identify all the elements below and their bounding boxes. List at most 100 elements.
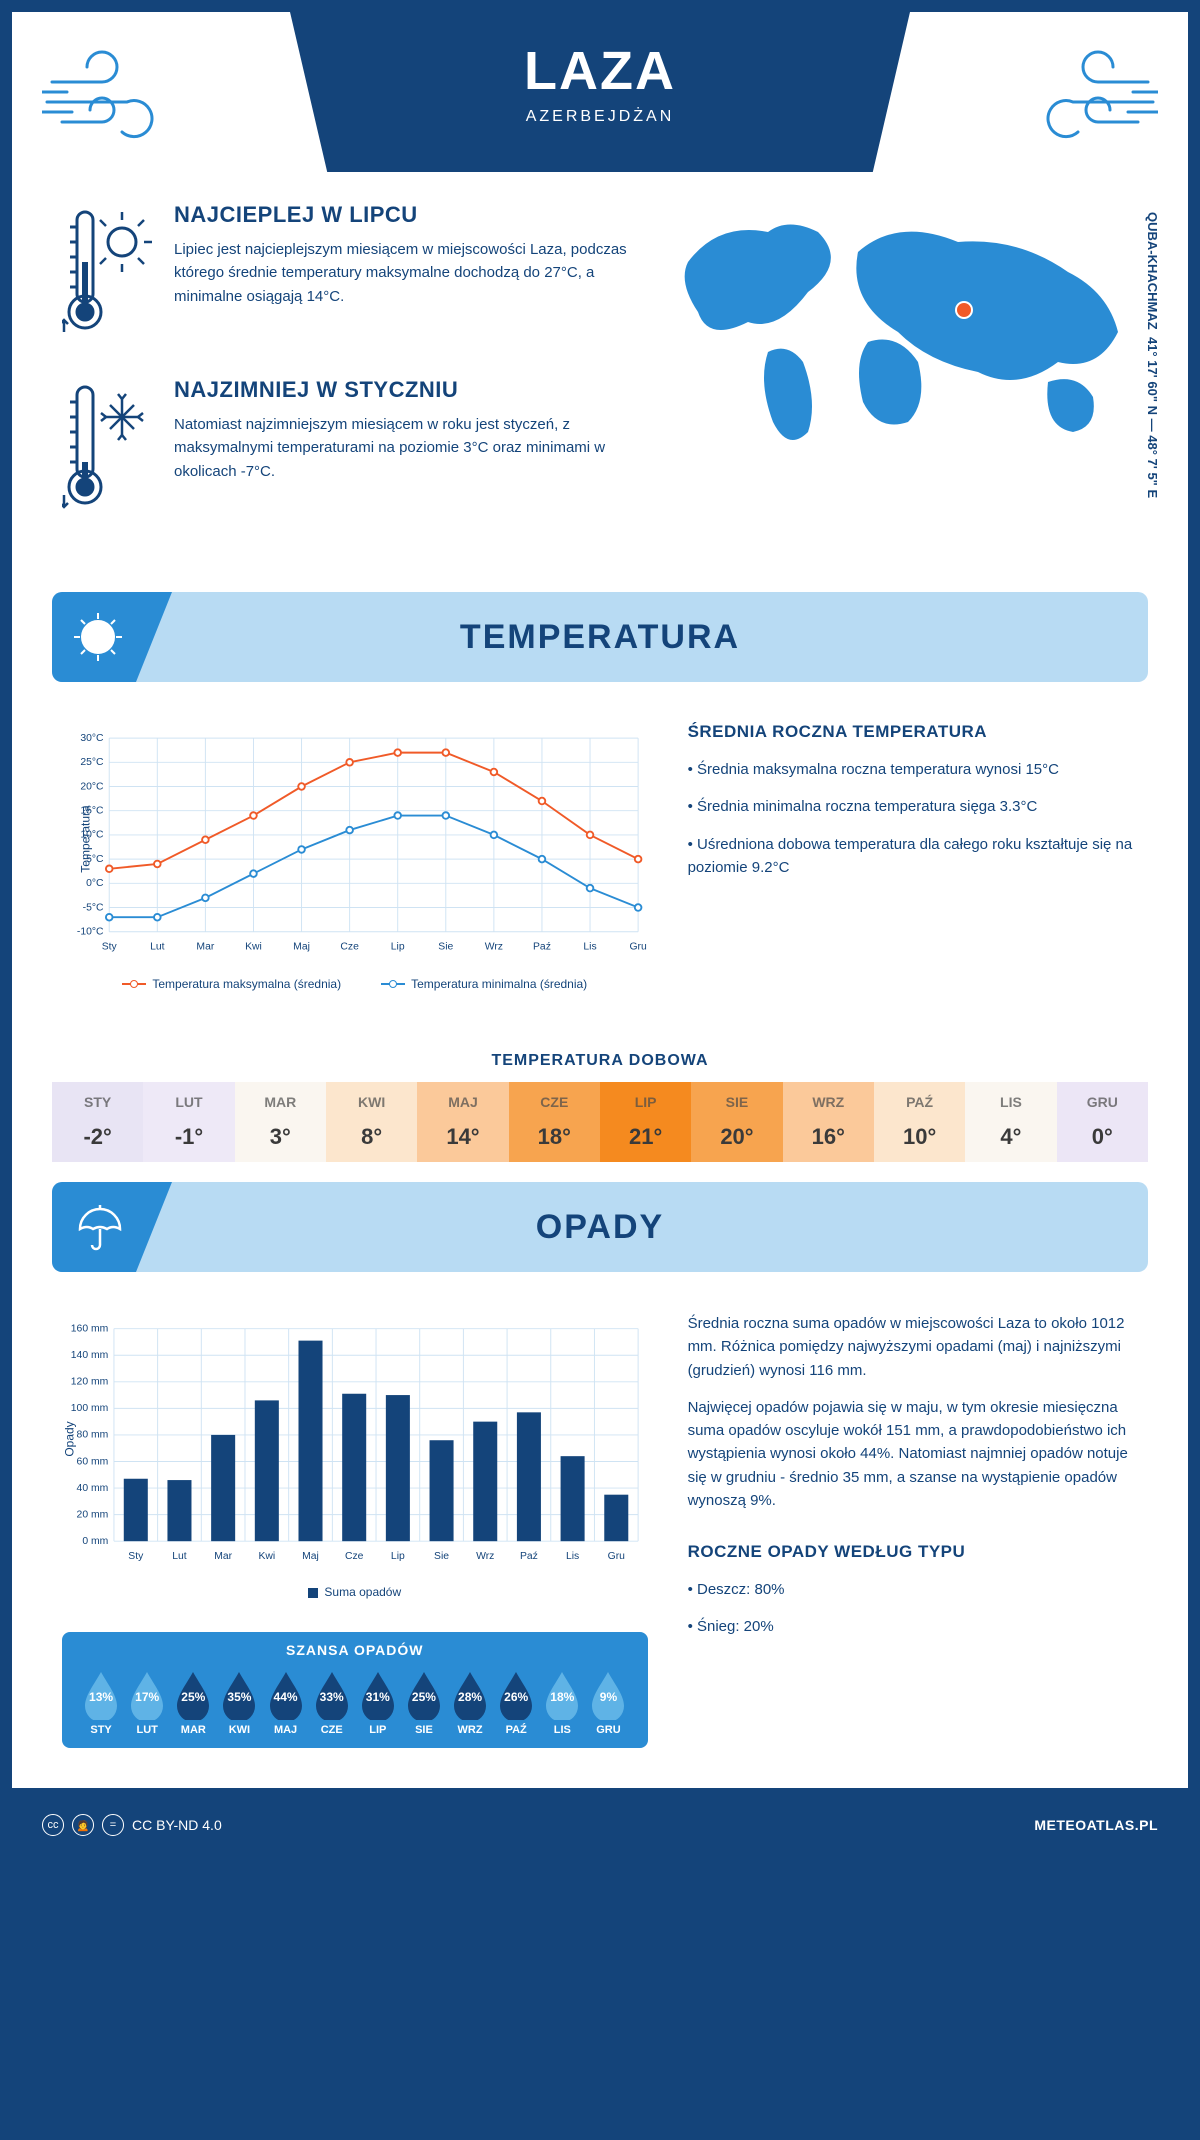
section-header-temperature: TEMPERATURA	[52, 592, 1148, 682]
type-bullet: • Śnieg: 20%	[688, 1615, 1138, 1638]
svg-text:Wrz: Wrz	[485, 942, 503, 953]
svg-text:Kwi: Kwi	[245, 942, 262, 953]
svg-text:40 mm: 40 mm	[77, 1483, 109, 1494]
chance-drop: 25%SIE	[401, 1668, 447, 1736]
fact-warmest: NAJCIEPLEJ W LIPCU Lipiec jest najcieple…	[62, 202, 628, 347]
daily-temp-table: STY-2°LUT-1°MAR3°KWI8°MAJ14°CZE18°LIP21°…	[52, 1082, 1148, 1162]
chance-title: SZANSA OPADÓW	[78, 1642, 632, 1658]
svg-text:160 mm: 160 mm	[71, 1323, 108, 1334]
svg-text:Sty: Sty	[102, 942, 118, 953]
wind-icon	[1008, 42, 1158, 162]
svg-text:Paź: Paź	[520, 1551, 538, 1562]
daily-cell: LIS4°	[965, 1082, 1056, 1162]
sun-icon	[70, 609, 126, 665]
daily-cell: PAŹ10°	[874, 1082, 965, 1162]
daily-cell: STY-2°	[52, 1082, 143, 1162]
temperature-info: ŚREDNIA ROCZNA TEMPERATURA • Średnia mak…	[688, 722, 1138, 1002]
page-title: LAZA	[290, 40, 910, 102]
svg-text:Cze: Cze	[340, 942, 359, 953]
svg-text:Gru: Gru	[608, 1551, 626, 1562]
chance-drop: 31%LIP	[355, 1668, 401, 1736]
chance-drop: 13%STY	[78, 1668, 124, 1736]
svg-text:Lut: Lut	[172, 1551, 187, 1562]
info-title: ŚREDNIA ROCZNA TEMPERATURA	[688, 722, 1138, 742]
umbrella-icon	[70, 1199, 126, 1255]
svg-text:-5°C: -5°C	[83, 902, 104, 913]
svg-text:Lis: Lis	[583, 942, 596, 953]
fact-text: Lipiec jest najcieplejszym miesiącem w m…	[174, 238, 628, 308]
temperature-line-chart: Temperatura -10°C-5°C0°C5°C10°C15°C20°C2…	[62, 722, 648, 1002]
svg-text:20°C: 20°C	[80, 781, 104, 792]
svg-text:140 mm: 140 mm	[71, 1350, 108, 1361]
title-banner: LAZA AZERBEJDŻAN	[290, 12, 910, 172]
chance-drop: 25%MAR	[170, 1668, 216, 1736]
legend-max: Temperatura maksymalna (średnia)	[152, 977, 341, 991]
svg-text:Kwi: Kwi	[258, 1551, 275, 1562]
legend-precip: Suma opadów	[324, 1585, 401, 1599]
section-title: OPADY	[536, 1208, 664, 1247]
daily-cell: LIP21°	[600, 1082, 691, 1162]
chance-drop: 44%MAJ	[263, 1668, 309, 1736]
y-axis-label: Opady	[63, 1421, 77, 1456]
daily-cell: WRZ16°	[783, 1082, 874, 1162]
license-text: CC BY-ND 4.0	[132, 1817, 222, 1833]
chance-drop: 33%CZE	[309, 1668, 355, 1736]
svg-text:Lut: Lut	[150, 942, 165, 953]
svg-text:20 mm: 20 mm	[77, 1509, 109, 1520]
by-icon: 🙍	[72, 1814, 94, 1836]
svg-text:30°C: 30°C	[80, 733, 104, 744]
rain-chance-box: SZANSA OPADÓW 13%STY 17%LUT 25%MAR 35%KW…	[62, 1632, 648, 1748]
svg-text:Mar: Mar	[196, 942, 214, 953]
page-subtitle: AZERBEJDŻAN	[290, 108, 910, 126]
svg-text:0°C: 0°C	[86, 878, 104, 889]
wind-icon	[42, 42, 192, 162]
daily-cell: SIE20°	[691, 1082, 782, 1162]
svg-text:120 mm: 120 mm	[71, 1377, 108, 1388]
svg-text:Lip: Lip	[391, 1551, 405, 1562]
intro-section: NAJCIEPLEJ W LIPCU Lipiec jest najcieple…	[12, 172, 1188, 572]
info-bullet: • Średnia maksymalna roczna temperatura …	[688, 758, 1138, 781]
svg-text:Lip: Lip	[391, 942, 405, 953]
daily-temp-title: TEMPERATURA DOBOWA	[12, 1052, 1188, 1070]
svg-text:100 mm: 100 mm	[71, 1403, 108, 1414]
types-title: ROCZNE OPADY WEDŁUG TYPU	[688, 1542, 1138, 1562]
daily-cell: KWI8°	[326, 1082, 417, 1162]
nd-icon: =	[102, 1814, 124, 1836]
svg-text:-10°C: -10°C	[77, 927, 104, 938]
svg-text:Gru: Gru	[629, 942, 647, 953]
chance-drop: 17%LUT	[124, 1668, 170, 1736]
header: LAZA AZERBEJDŻAN	[12, 12, 1188, 172]
world-map: QUBA-KHACHMAZ 41° 17' 60" N — 48° 7' 5" …	[668, 202, 1138, 552]
daily-cell: LUT-1°	[143, 1082, 234, 1162]
svg-text:Cze: Cze	[345, 1551, 364, 1562]
precipitation-bar-chart: Opady 0 mm20 mm40 mm60 mm80 mm100 mm120 …	[62, 1312, 648, 1612]
svg-text:25°C: 25°C	[80, 757, 104, 768]
brand: METEOATLAS.PL	[1034, 1817, 1158, 1833]
daily-cell: MAR3°	[235, 1082, 326, 1162]
chance-drop: 28%WRZ	[447, 1668, 493, 1736]
svg-text:Mar: Mar	[214, 1551, 232, 1562]
svg-text:Maj: Maj	[302, 1551, 319, 1562]
daily-cell: GRU0°	[1057, 1082, 1148, 1162]
svg-text:80 mm: 80 mm	[77, 1430, 109, 1441]
y-axis-label: Temperatura	[79, 805, 93, 872]
svg-text:Sie: Sie	[438, 942, 453, 953]
section-header-precipitation: OPADY	[52, 1182, 1148, 1272]
section-title: TEMPERATURA	[460, 618, 740, 657]
info-bullet: • Uśredniona dobowa temperatura dla całe…	[688, 833, 1138, 880]
cc-icon: cc	[42, 1814, 64, 1836]
daily-cell: MAJ14°	[417, 1082, 508, 1162]
chance-drop: 26%PAŹ	[493, 1668, 539, 1736]
svg-text:60 mm: 60 mm	[77, 1456, 109, 1467]
info-bullet: • Średnia minimalna roczna temperatura s…	[688, 795, 1138, 818]
fact-title: NAJCIEPLEJ W LIPCU	[174, 202, 628, 228]
chance-drop: 9%GRU	[585, 1668, 631, 1736]
svg-text:Sty: Sty	[128, 1551, 144, 1562]
precipitation-info: Średnia roczna suma opadów w miejscowośc…	[688, 1312, 1138, 1748]
chance-drop: 35%KWI	[216, 1668, 262, 1736]
type-bullet: • Deszcz: 80%	[688, 1578, 1138, 1601]
daily-cell: CZE18°	[509, 1082, 600, 1162]
svg-text:Paź: Paź	[533, 942, 551, 953]
svg-text:Maj: Maj	[293, 942, 310, 953]
svg-text:Lis: Lis	[566, 1551, 579, 1562]
